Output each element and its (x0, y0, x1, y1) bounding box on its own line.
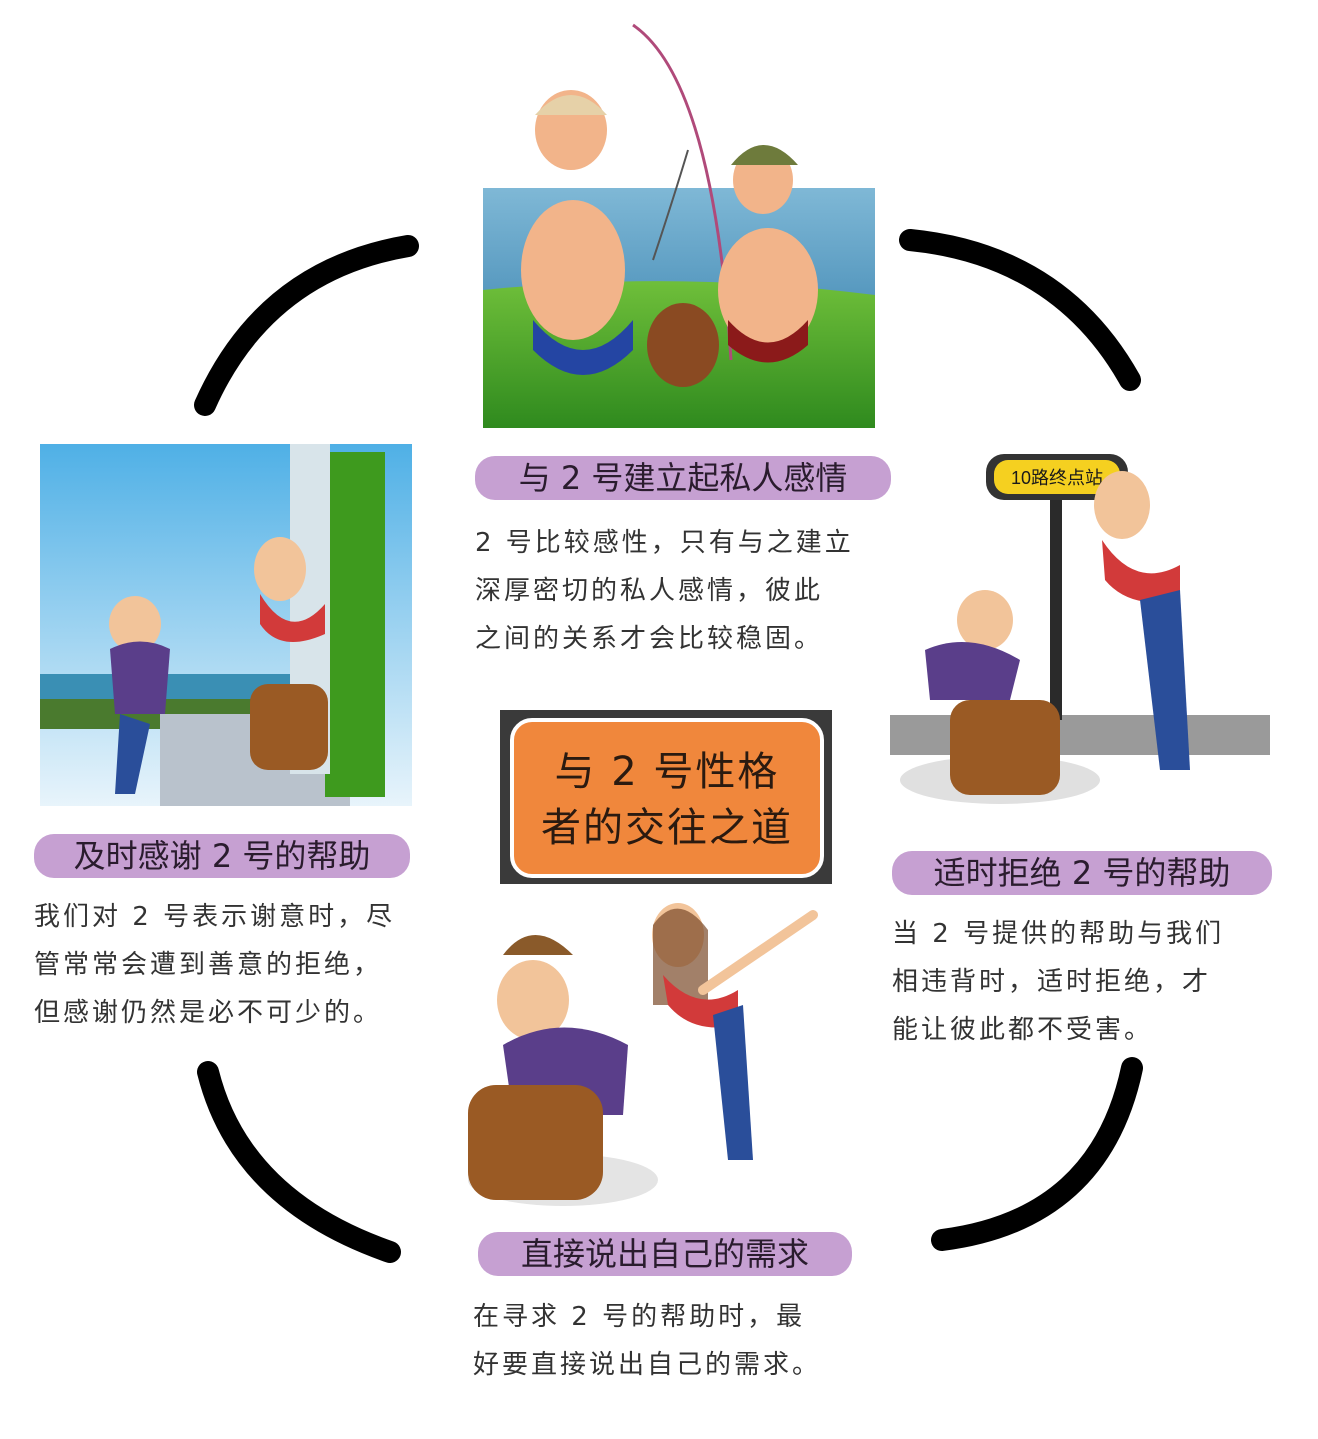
section-right-label: 适时拒绝 2 号的帮助 (892, 851, 1272, 895)
fishing-illustration (483, 20, 875, 428)
arc-top-right (899, 229, 1141, 391)
center-title: 与 2 号性格 者的交往之道 (541, 749, 793, 851)
section-top-desc: 2 号比较感性，只有与之建立 深厚密切的私人感情，彼此 之间的关系才会比较稳固。 (475, 528, 854, 654)
bus-sign-text: 10路终点站 (1011, 468, 1103, 488)
center-title-box: 与 2 号性格 者的交往之道 (500, 710, 832, 884)
section-top-label: 与 2 号建立起私人感情 (475, 456, 891, 500)
section-right-desc: 当 2 号提供的帮助与我们 相违背时，适时拒绝，才 能让彼此都不受害。 (892, 919, 1225, 1045)
arc-bottom-left (197, 1061, 401, 1263)
thanks-illustration (40, 444, 412, 806)
section-left-desc: 我们对 2 号表示谢意时，尽 管常常会遭到善意的拒绝， 但感谢仍然是必不可少的。 (34, 902, 396, 1028)
section-bottom-label: 直接说出自己的需求 (478, 1232, 852, 1276)
request-illustration (463, 895, 843, 1215)
center-title-inner: 与 2 号性格 者的交往之道 (510, 718, 824, 878)
arc-top-left (194, 235, 419, 416)
arc-bottom-right (931, 1057, 1143, 1251)
section-bottom-desc: 在寻求 2 号的帮助时，最 好要直接说出自己的需求。 (473, 1302, 822, 1380)
busstop-illustration: 10路终点站 (890, 450, 1270, 810)
section-left-label: 及时感谢 2 号的帮助 (34, 834, 410, 878)
